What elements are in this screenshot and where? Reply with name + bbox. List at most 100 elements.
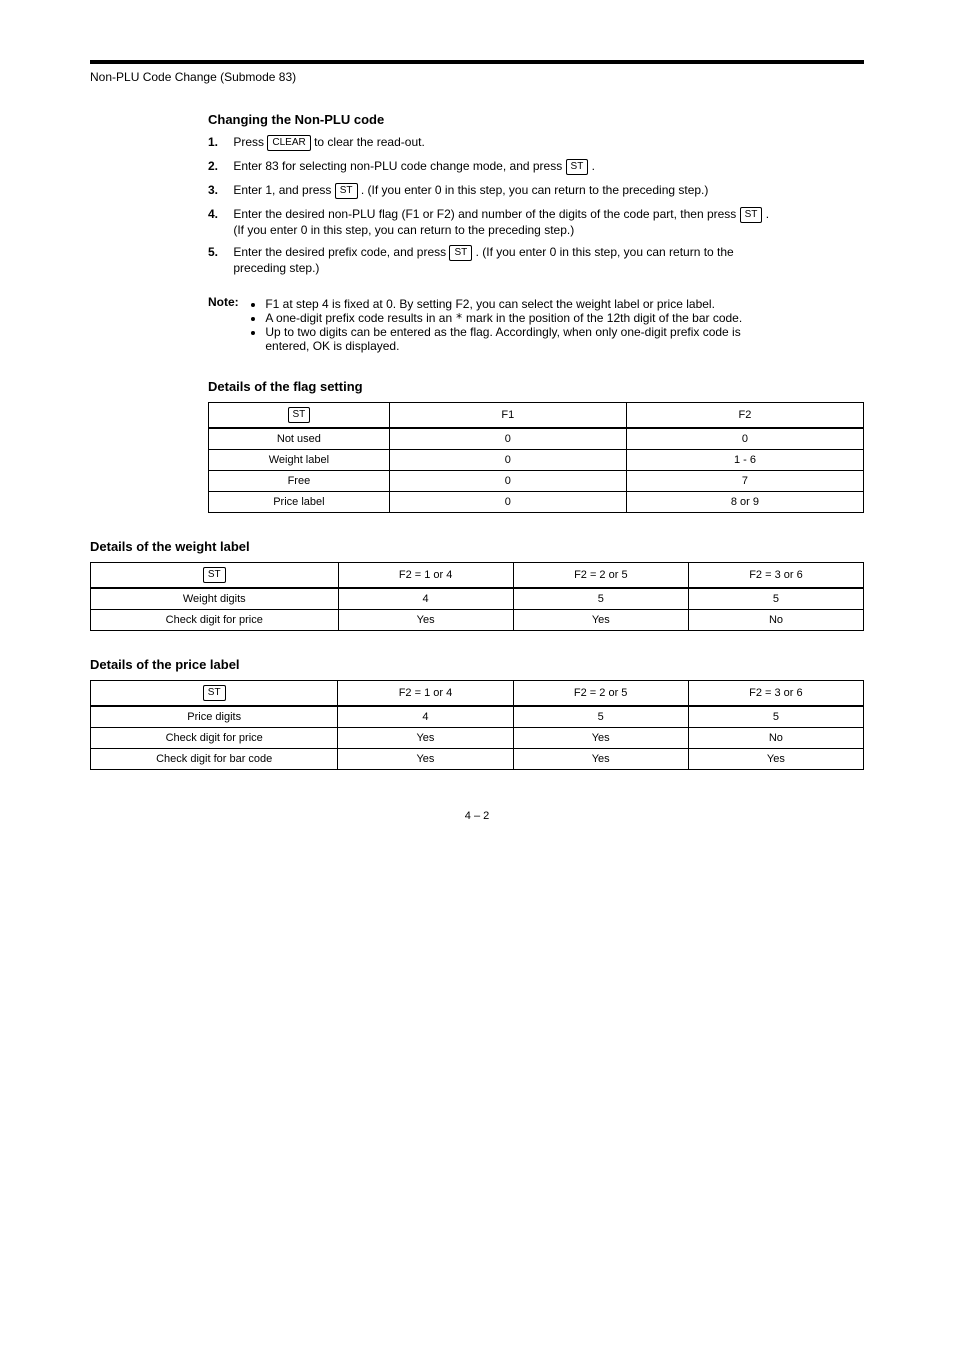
cell: 0 bbox=[626, 428, 863, 450]
table-row: Weight label 0 1 - 6 bbox=[209, 450, 864, 471]
cell: Yes bbox=[338, 749, 513, 770]
cell: Check digit for price bbox=[91, 610, 339, 631]
step-text-before: Press bbox=[233, 135, 267, 149]
col-f2-3-6: F2 = 3 or 6 bbox=[688, 563, 863, 589]
st-key-icon: ST bbox=[203, 567, 226, 583]
col-st: ST bbox=[91, 681, 338, 707]
table-row: Price label 0 8 or 9 bbox=[209, 492, 864, 513]
page-number: 4 – 2 bbox=[90, 810, 864, 822]
table1-caption: Details of the flag setting bbox=[208, 379, 864, 394]
cell: Yes bbox=[688, 749, 863, 770]
step-body: Enter 1, and press ST . (If you enter 0 … bbox=[233, 183, 773, 199]
cell: 4 bbox=[338, 706, 513, 728]
step-body: Enter the desired prefix code, and press… bbox=[233, 245, 773, 275]
cell: No bbox=[688, 728, 863, 749]
st-key-icon: ST bbox=[449, 245, 472, 261]
cell: 5 bbox=[513, 588, 688, 610]
table-row: Price digits 4 5 5 bbox=[91, 706, 864, 728]
header-title: Non-PLU Code Change (Submode 83) bbox=[90, 70, 864, 84]
step-text-before: Enter 83 for selecting non-PLU code chan… bbox=[233, 159, 565, 173]
cell: 0 bbox=[389, 450, 626, 471]
col-f2-1-4: F2 = 1 or 4 bbox=[338, 681, 513, 707]
step-body: Press CLEAR to clear the read-out. bbox=[233, 135, 773, 151]
note-item: Up to two digits can be entered as the f… bbox=[265, 325, 771, 353]
note-item: A one-digit prefix code results in an * … bbox=[265, 311, 771, 325]
table-weight-label: ST F2 = 1 or 4 F2 = 2 or 5 F2 = 3 or 6 W… bbox=[90, 562, 864, 631]
step-num: 5. bbox=[208, 245, 230, 259]
step-1: 1. Press CLEAR to clear the read-out. bbox=[208, 135, 864, 151]
step-body: Enter the desired non-PLU flag (F1 or F2… bbox=[233, 207, 773, 237]
step-4: 4. Enter the desired non-PLU flag (F1 or… bbox=[208, 207, 864, 237]
st-key-icon: ST bbox=[288, 407, 311, 423]
cell: Yes bbox=[513, 610, 688, 631]
table-header-row: ST F1 F2 bbox=[209, 403, 864, 429]
cell: Free bbox=[209, 471, 390, 492]
cell: 4 bbox=[338, 588, 513, 610]
clear-key-icon: CLEAR bbox=[267, 135, 310, 151]
table-row: Check digit for bar code Yes Yes Yes bbox=[91, 749, 864, 770]
asterisk-icon: * bbox=[455, 311, 462, 325]
table1-wrap: ST F1 F2 Not used 0 0 Weight label 0 1 -… bbox=[208, 402, 864, 513]
st-key-icon: ST bbox=[566, 159, 589, 175]
col-st: ST bbox=[91, 563, 339, 589]
cell: 0 bbox=[389, 428, 626, 450]
col-f1: F1 bbox=[389, 403, 626, 429]
cell: Weight digits bbox=[91, 588, 339, 610]
table-row: Check digit for price Yes Yes No bbox=[91, 610, 864, 631]
cell: 1 - 6 bbox=[626, 450, 863, 471]
table-flag-setting: ST F1 F2 Not used 0 0 Weight label 0 1 -… bbox=[208, 402, 864, 513]
col-f2-2-5: F2 = 2 or 5 bbox=[513, 681, 688, 707]
header-rule bbox=[90, 60, 864, 64]
table-row: Check digit for price Yes Yes No bbox=[91, 728, 864, 749]
cell: No bbox=[688, 610, 863, 631]
cell: Price label bbox=[209, 492, 390, 513]
step-2: 2. Enter 83 for selecting non-PLU code c… bbox=[208, 159, 864, 175]
cell: 7 bbox=[626, 471, 863, 492]
section-title: Changing the Non-PLU code bbox=[208, 112, 864, 127]
st-key-icon: ST bbox=[203, 685, 226, 701]
cell: 5 bbox=[688, 706, 863, 728]
page: Non-PLU Code Change (Submode 83) Changin… bbox=[0, 0, 954, 862]
col-st: ST bbox=[209, 403, 390, 429]
cell: 5 bbox=[513, 706, 688, 728]
table2-caption: Details of the weight label bbox=[90, 539, 864, 554]
table-row: Weight digits 4 5 5 bbox=[91, 588, 864, 610]
st-key-icon: ST bbox=[740, 207, 763, 223]
step-text-before: Enter 1, and press bbox=[233, 183, 334, 197]
cell: Price digits bbox=[91, 706, 338, 728]
step-num: 3. bbox=[208, 183, 230, 197]
cell: Check digit for bar code bbox=[91, 749, 338, 770]
note-body: F1 at step 4 is fixed at 0. By setting F… bbox=[251, 295, 771, 353]
cell: Yes bbox=[338, 728, 513, 749]
table-row: Free 0 7 bbox=[209, 471, 864, 492]
cell: 8 or 9 bbox=[626, 492, 863, 513]
step-body: Enter 83 for selecting non-PLU code chan… bbox=[233, 159, 773, 175]
cell: 5 bbox=[688, 588, 863, 610]
cell: Not used bbox=[209, 428, 390, 450]
step-text-after: . bbox=[592, 159, 595, 173]
cell: Check digit for price bbox=[91, 728, 338, 749]
col-f2: F2 bbox=[626, 403, 863, 429]
step-text-after: . (If you enter 0 in this step, you can … bbox=[361, 183, 709, 197]
col-f2-2-5: F2 = 2 or 5 bbox=[513, 563, 688, 589]
col-f2-3-6: F2 = 3 or 6 bbox=[688, 681, 863, 707]
cell: 0 bbox=[389, 471, 626, 492]
st-key-icon: ST bbox=[335, 183, 358, 199]
table-header-row: ST F2 = 1 or 4 F2 = 2 or 5 F2 = 3 or 6 bbox=[91, 681, 864, 707]
step-text-before: Enter the desired prefix code, and press bbox=[233, 245, 449, 259]
cell: Yes bbox=[338, 610, 513, 631]
note-label: Note: bbox=[208, 295, 248, 309]
table-price-label: ST F2 = 1 or 4 F2 = 2 or 5 F2 = 3 or 6 P… bbox=[90, 680, 864, 770]
cell: Yes bbox=[513, 728, 688, 749]
cell: Weight label bbox=[209, 450, 390, 471]
step-num: 4. bbox=[208, 207, 230, 221]
notes: Note: F1 at step 4 is fixed at 0. By set… bbox=[208, 295, 864, 353]
step-num: 1. bbox=[208, 135, 230, 149]
col-f2-1-4: F2 = 1 or 4 bbox=[338, 563, 513, 589]
step-5: 5. Enter the desired prefix code, and pr… bbox=[208, 245, 864, 275]
cell: 0 bbox=[389, 492, 626, 513]
table-header-row: ST F2 = 1 or 4 F2 = 2 or 5 F2 = 3 or 6 bbox=[91, 563, 864, 589]
cell: Yes bbox=[513, 749, 688, 770]
step-num: 2. bbox=[208, 159, 230, 173]
step-3: 3. Enter 1, and press ST . (If you enter… bbox=[208, 183, 864, 199]
